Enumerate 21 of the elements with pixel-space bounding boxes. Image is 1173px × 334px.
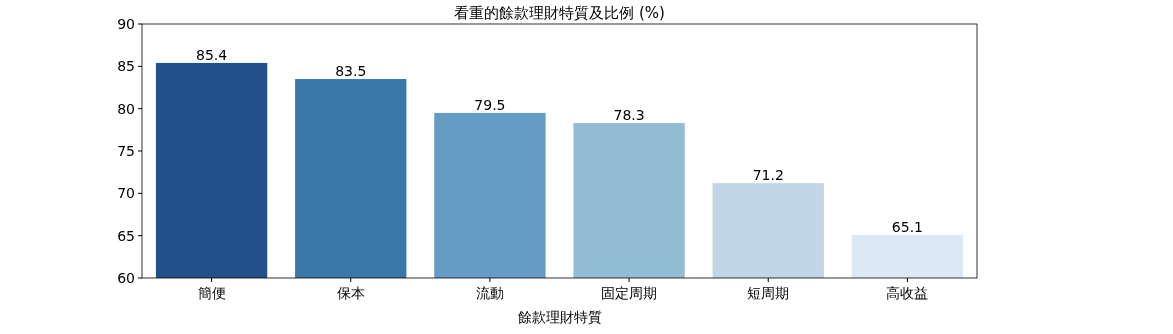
data-label: 79.5	[474, 96, 506, 113]
data-label: 71.2	[752, 167, 784, 184]
y-tick-label: 80	[117, 100, 135, 117]
x-tick-label: 簡便	[197, 285, 226, 301]
data-label: 65.1	[891, 218, 923, 235]
y-tick-label: 85	[117, 58, 135, 75]
data-label: 83.5	[335, 63, 367, 80]
y-tick-label: 60	[117, 269, 135, 286]
y-tick-label: 65	[117, 227, 135, 244]
x-axis-title: 餘款理財特質	[517, 309, 602, 325]
x-tick-label: 流動	[475, 285, 504, 301]
x-tick-label: 短周期	[747, 285, 790, 301]
y-tick-label: 90	[117, 15, 135, 32]
data-label: 85.4	[196, 46, 228, 63]
chart-title: 看重的餘款理財特質及比例 (%)	[454, 4, 665, 22]
data-label: 78.3	[613, 107, 645, 124]
y-tick-label: 75	[117, 142, 135, 159]
x-tick-label: 高收益	[886, 285, 929, 301]
y-tick-label: 70	[117, 185, 135, 202]
x-tick-label: 保本	[336, 285, 365, 301]
x-tick-label: 固定周期	[601, 285, 658, 301]
